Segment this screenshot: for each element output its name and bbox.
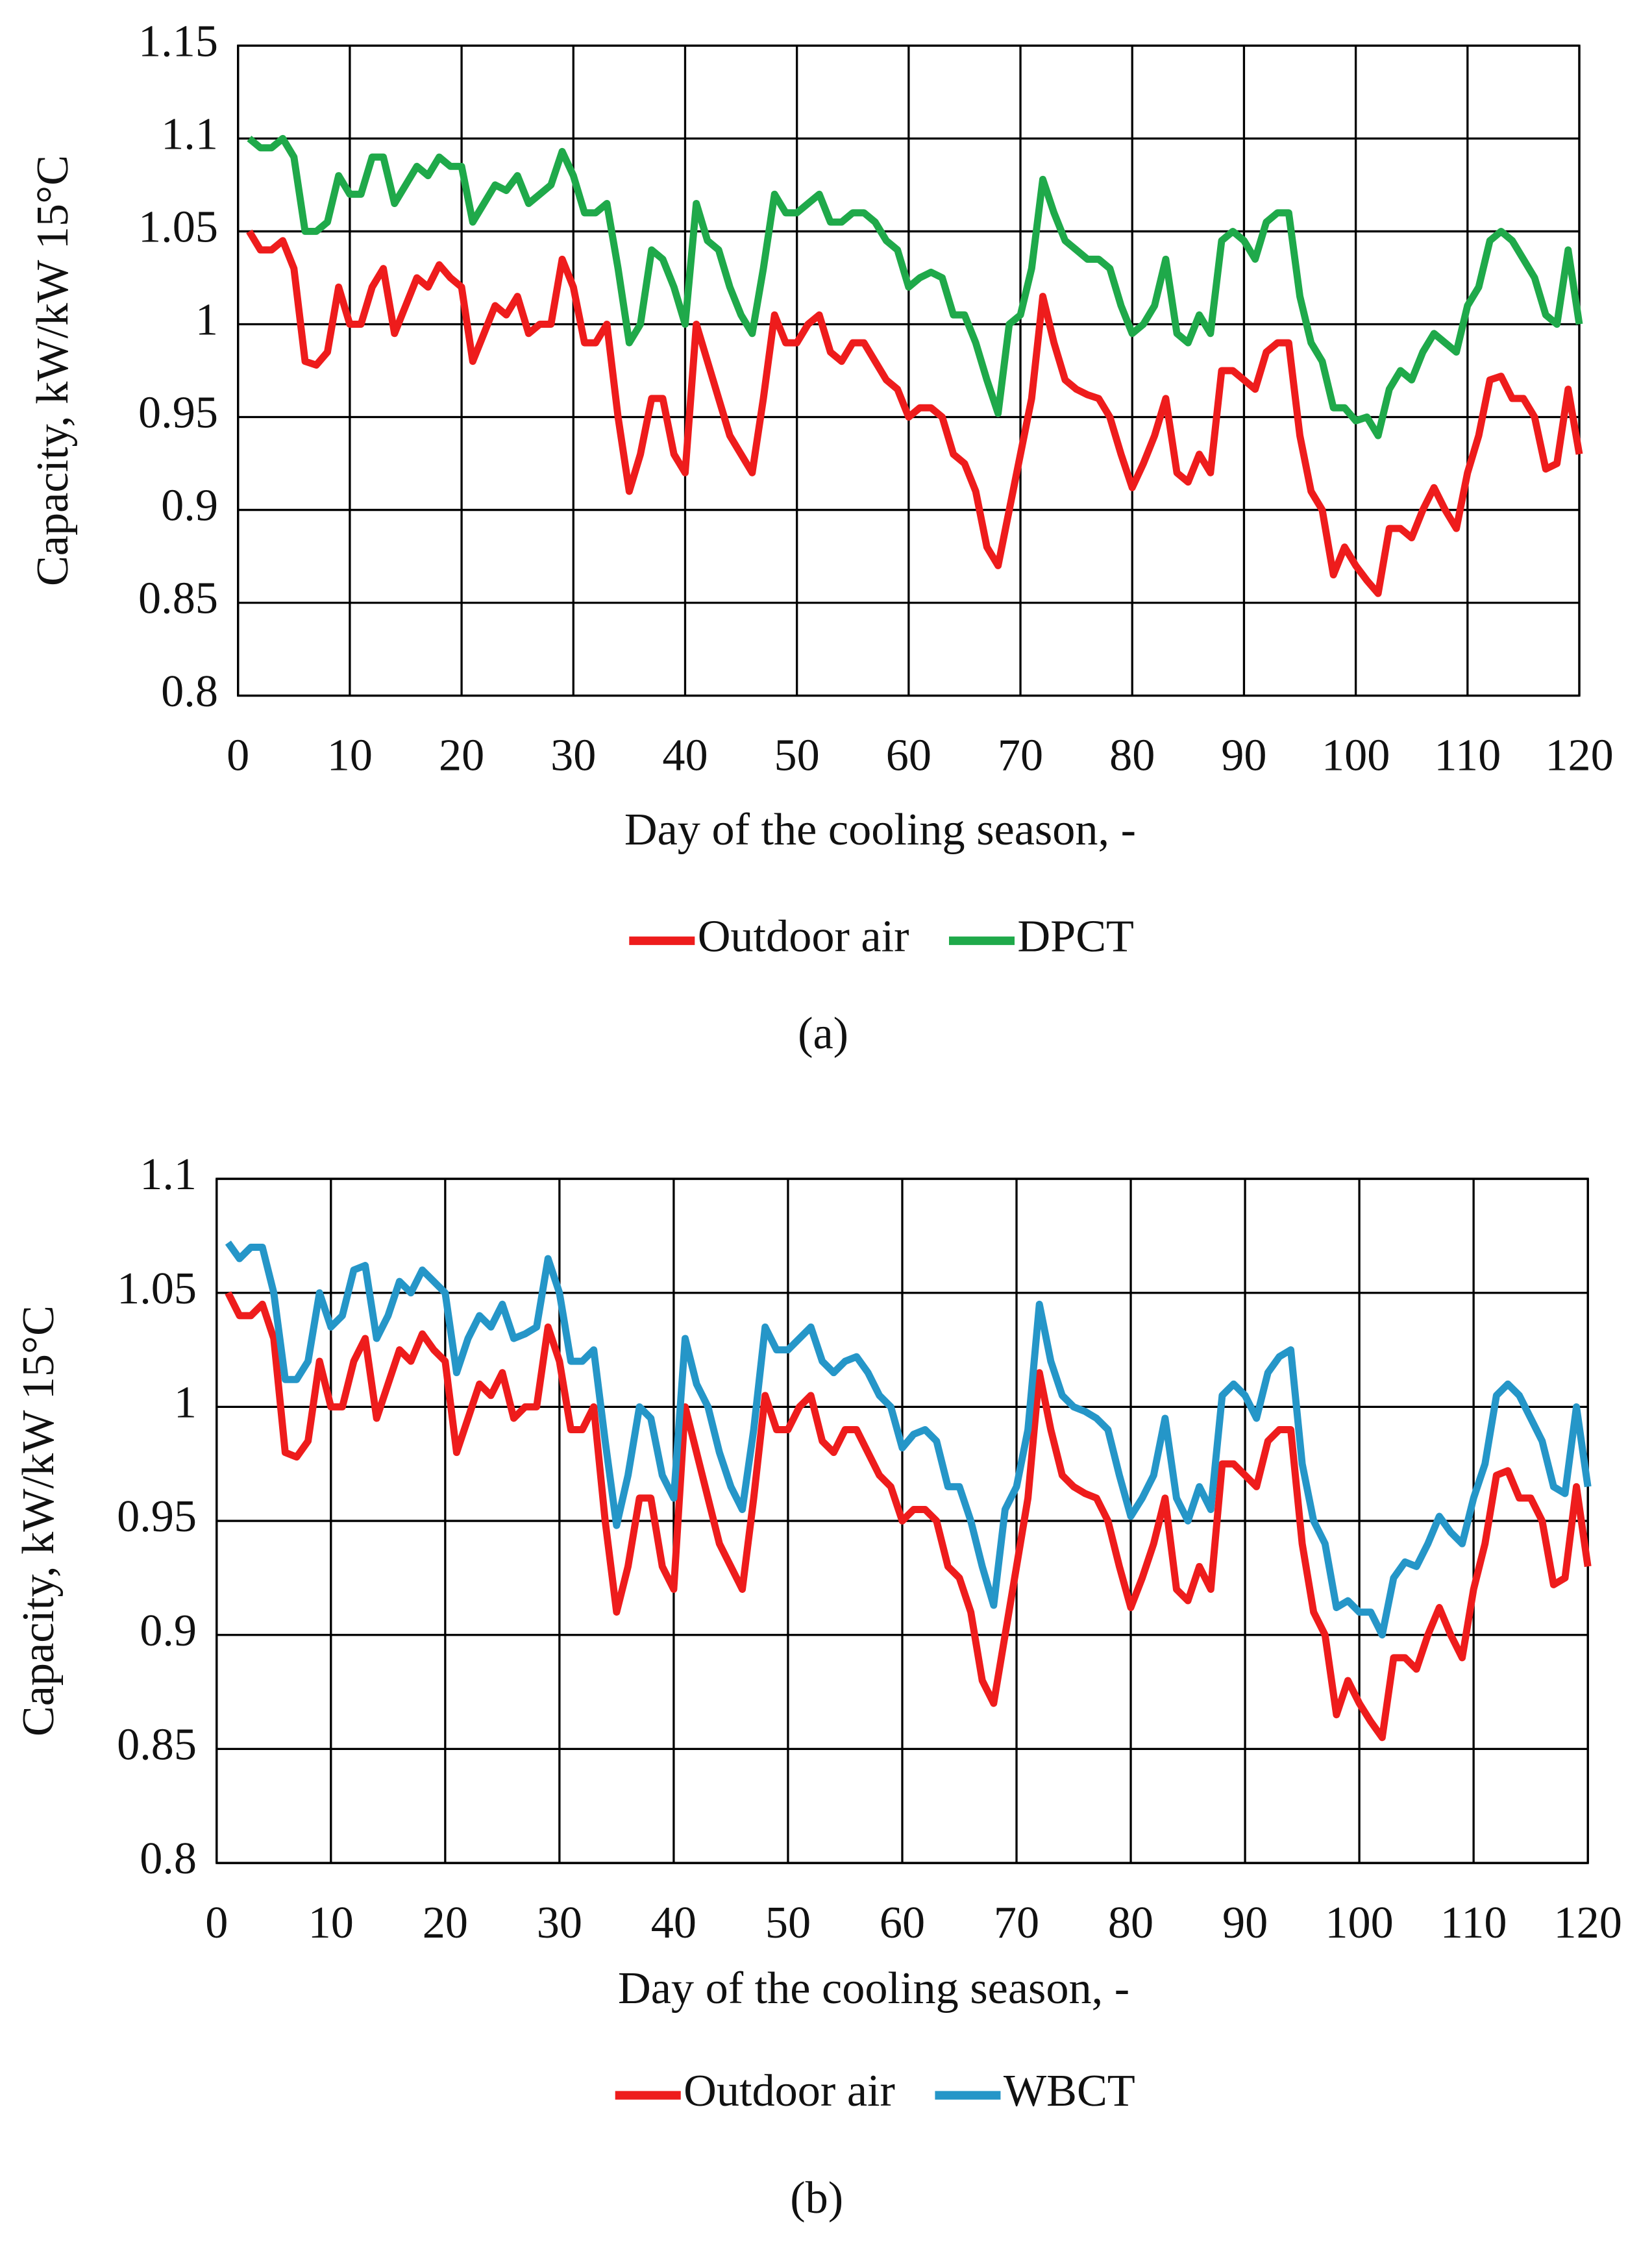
- y-axis-label: Capacity, kW/kW 15°C: [13, 1305, 64, 1736]
- y-axis-label: Capacity, kW/kW 15°C: [27, 155, 78, 586]
- x-tick-label: 60: [880, 1897, 925, 1948]
- x-tick-label: 30: [537, 1897, 582, 1948]
- plot-frame: [216, 1177, 1589, 1864]
- x-axis-label: Day of the cooling season, -: [618, 1963, 1129, 2014]
- x-tick-label: 10: [308, 1897, 354, 1948]
- x-tick-label: 110: [1440, 1897, 1507, 1948]
- caption: (a): [798, 1008, 848, 1059]
- legend-label: Outdoor air: [698, 911, 909, 961]
- y-tick-label: 1.1: [140, 1149, 197, 1200]
- data-line: [225, 1291, 1592, 1742]
- x-tick-label: 100: [1322, 730, 1390, 781]
- y-tick-label: 1: [174, 1377, 197, 1428]
- y-tick-label: 0.95: [138, 388, 218, 438]
- x-tick-label: 70: [994, 1897, 1039, 1948]
- x-tick-label: 90: [1222, 1897, 1268, 1948]
- legend-label: DPCT: [1017, 911, 1134, 961]
- x-tick-label: 0: [205, 1897, 228, 1948]
- legend-label: Outdoor air: [684, 2065, 895, 2116]
- x-tick-label: 50: [765, 1897, 811, 1948]
- x-tick-label: 40: [651, 1897, 697, 1948]
- x-tick-label: 20: [423, 1897, 468, 1948]
- x-tick-label: 10: [327, 730, 373, 781]
- x-tick-label: 120: [1553, 1897, 1621, 1948]
- y-tick-label: 0.8: [161, 666, 218, 717]
- data-line: [225, 1240, 1592, 1639]
- y-tick-label: 0.85: [138, 573, 218, 624]
- x-tick-label: 70: [998, 730, 1043, 781]
- y-tick-label: 1: [195, 295, 218, 345]
- x-tick-label: 80: [1109, 730, 1155, 781]
- y-tick-label: 1.15: [138, 16, 218, 66]
- caption: (b): [790, 2173, 843, 2223]
- data-line: [246, 229, 1583, 597]
- x-tick-label: 100: [1325, 1897, 1393, 1948]
- x-tick-label: 90: [1221, 730, 1266, 781]
- y-tick-label: 0.9: [140, 1605, 197, 1656]
- legend-label: WBCT: [1004, 2065, 1135, 2116]
- x-tick-label: 60: [886, 730, 931, 781]
- x-tick-label: 0: [227, 730, 249, 781]
- x-tick-label: 40: [662, 730, 708, 781]
- y-tick-label: 1.05: [138, 202, 218, 253]
- data-line: [247, 134, 1583, 439]
- y-tick-label: 0.95: [117, 1491, 197, 1542]
- x-tick-label: 50: [774, 730, 820, 781]
- x-tick-label: 20: [439, 730, 484, 781]
- y-tick-label: 1.1: [161, 109, 218, 160]
- x-tick-label: 120: [1545, 730, 1613, 781]
- y-tick-label: 0.8: [140, 1833, 197, 1884]
- x-tick-label: 80: [1108, 1897, 1153, 1948]
- y-tick-label: 1.05: [117, 1263, 197, 1314]
- x-tick-label: 110: [1434, 730, 1501, 781]
- y-tick-label: 0.85: [117, 1719, 197, 1770]
- plot-frame: [237, 44, 1581, 697]
- x-tick-label: 30: [550, 730, 596, 781]
- x-axis-label: Day of the cooling season, -: [624, 804, 1136, 855]
- y-tick-label: 0.9: [161, 480, 218, 531]
